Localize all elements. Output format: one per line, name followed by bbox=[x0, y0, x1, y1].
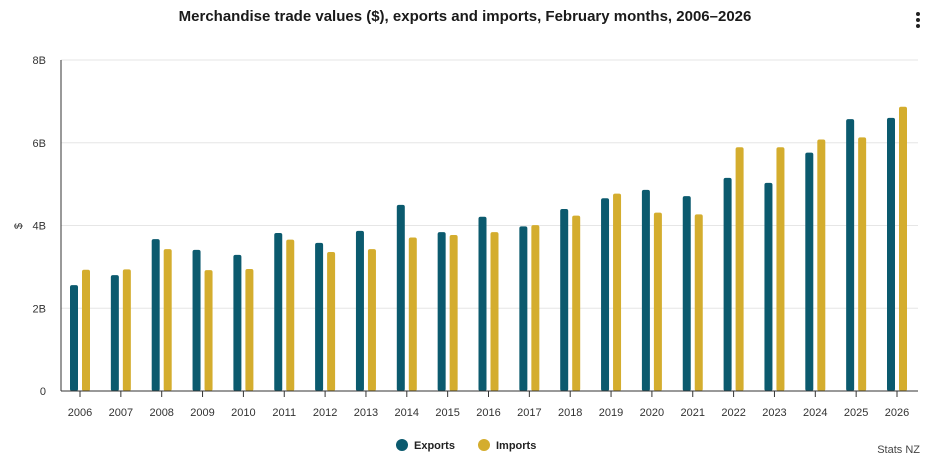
x-tick-label: 2007 bbox=[109, 407, 133, 419]
exports-bar-2019[interactable] bbox=[601, 198, 610, 391]
exports-bar-2007[interactable] bbox=[110, 275, 119, 391]
source-credit: Stats NZ bbox=[877, 444, 920, 456]
imports-bar-2018[interactable] bbox=[572, 215, 581, 391]
imports-bar-2007[interactable] bbox=[122, 269, 131, 391]
y-axis-label: $ bbox=[13, 223, 25, 229]
x-tick-label: 2015 bbox=[435, 407, 459, 419]
exports-bar-2008[interactable] bbox=[151, 239, 160, 391]
imports-bar-2009[interactable] bbox=[204, 270, 213, 391]
imports-bar-2026[interactable] bbox=[899, 106, 907, 391]
y-tick-label: 2B bbox=[33, 303, 46, 315]
x-tick-label: 2019 bbox=[599, 407, 623, 419]
x-tick-label: 2026 bbox=[885, 407, 909, 419]
x-tick-label: 2012 bbox=[313, 407, 337, 419]
x-tick-label: 2018 bbox=[558, 407, 582, 419]
imports-bar-2015[interactable] bbox=[449, 235, 458, 391]
imports-bar-2021[interactable] bbox=[694, 214, 703, 391]
exports-bar-2022[interactable] bbox=[723, 177, 732, 391]
x-tick-label: 2011 bbox=[272, 407, 296, 419]
imports-bar-2011[interactable] bbox=[286, 239, 295, 391]
x-tick-label: 2022 bbox=[721, 407, 745, 419]
x-tick-label: 2025 bbox=[844, 407, 868, 419]
imports-bar-2017[interactable] bbox=[531, 225, 540, 391]
exports-bar-2026[interactable] bbox=[887, 117, 895, 392]
x-tick-label: 2006 bbox=[68, 407, 92, 419]
legend-swatch bbox=[396, 439, 408, 451]
imports-bar-2012[interactable] bbox=[327, 251, 336, 391]
x-tick-label: 2024 bbox=[803, 407, 827, 419]
legend-label: Imports bbox=[496, 440, 536, 452]
x-tick-label: 2009 bbox=[190, 407, 214, 419]
imports-bar-2024[interactable] bbox=[817, 139, 826, 391]
imports-bar-2020[interactable] bbox=[653, 212, 662, 391]
exports-bar-2025[interactable] bbox=[846, 119, 855, 391]
grid-lines bbox=[61, 59, 918, 309]
imports-bar-2014[interactable] bbox=[408, 237, 417, 391]
y-tick-label: 6B bbox=[33, 138, 46, 150]
x-tick-label: 2023 bbox=[762, 407, 786, 419]
exports-bar-2011[interactable] bbox=[274, 232, 283, 391]
x-tick-label: 2020 bbox=[640, 407, 664, 419]
x-tick-label: 2013 bbox=[354, 407, 378, 419]
exports-bar-2013[interactable] bbox=[355, 230, 364, 391]
legend-item-exports[interactable]: Exports bbox=[396, 439, 455, 452]
y-tick-label: 8B bbox=[33, 55, 46, 67]
imports-bar-2023[interactable] bbox=[776, 147, 785, 391]
exports-bar-2015[interactable] bbox=[437, 232, 446, 391]
exports-bar-2009[interactable] bbox=[192, 249, 201, 391]
legend-swatch bbox=[478, 439, 490, 451]
exports-bar-2012[interactable] bbox=[315, 242, 324, 391]
x-tick-label: 2014 bbox=[395, 407, 419, 419]
exports-bar-2010[interactable] bbox=[233, 254, 242, 391]
exports-bar-2021[interactable] bbox=[682, 196, 691, 391]
exports-bar-2023[interactable] bbox=[764, 182, 773, 391]
x-tick-label: 2008 bbox=[149, 407, 173, 419]
legend-label: Exports bbox=[414, 440, 455, 452]
x-tick-label: 2021 bbox=[681, 407, 705, 419]
chart-title: Merchandise trade values ($), exports an… bbox=[178, 8, 752, 25]
exports-bar-2020[interactable] bbox=[641, 189, 650, 391]
exports-bar-2016[interactable] bbox=[478, 216, 487, 391]
imports-bar-2016[interactable] bbox=[490, 232, 499, 391]
exports-bar-2017[interactable] bbox=[519, 226, 528, 391]
imports-bar-2013[interactable] bbox=[367, 249, 376, 391]
y-tick-label: 4B bbox=[33, 221, 46, 233]
x-tick-label: 2016 bbox=[476, 407, 500, 419]
imports-bar-2010[interactable] bbox=[245, 268, 254, 391]
imports-bar-2019[interactable] bbox=[613, 193, 622, 391]
imports-bar-2025[interactable] bbox=[858, 137, 867, 391]
x-tick-label: 2010 bbox=[231, 407, 255, 419]
exports-bar-2006[interactable] bbox=[70, 285, 78, 391]
exports-bar-2024[interactable] bbox=[805, 152, 814, 391]
bars bbox=[70, 106, 907, 392]
imports-bar-2006[interactable] bbox=[82, 269, 90, 391]
imports-bar-2008[interactable] bbox=[163, 249, 172, 391]
exports-bar-2014[interactable] bbox=[396, 204, 405, 391]
y-axis-ticks: 0 2B 4B 6B 8B bbox=[33, 55, 46, 398]
x-tick-label: 2017 bbox=[517, 407, 541, 419]
legend-item-imports[interactable]: Imports bbox=[478, 439, 536, 452]
y-tick-label: 0 bbox=[40, 386, 46, 398]
x-axis-ticks: 2006 2007 2008 2009 2010 2011 2012 2013 2014 2015… bbox=[68, 391, 909, 419]
imports-bar-2022[interactable] bbox=[735, 147, 744, 391]
exports-bar-2018[interactable] bbox=[560, 208, 569, 391]
legend: Exports Imports bbox=[396, 439, 536, 452]
chart-menu-icon[interactable] bbox=[914, 12, 922, 30]
